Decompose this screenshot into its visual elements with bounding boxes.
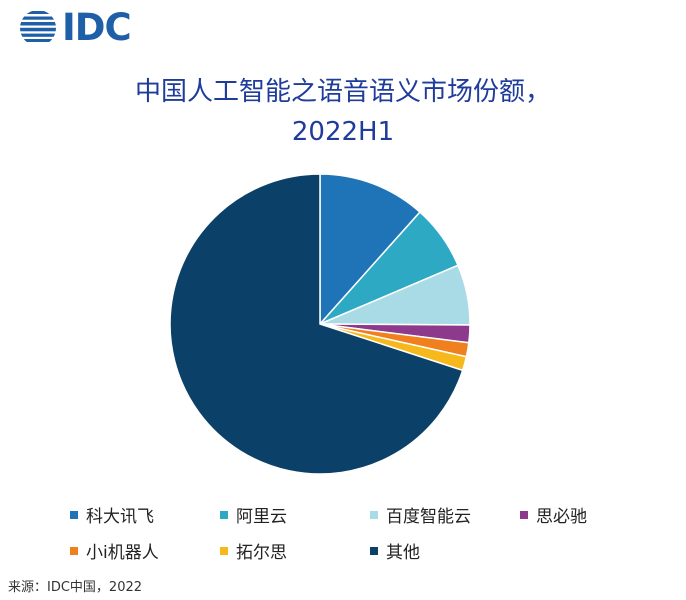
idc-logo: IDC <box>18 6 132 49</box>
pie-slice-6 <box>169 173 464 475</box>
legend-item-5: 拓尔思 <box>220 538 287 563</box>
legend-label-3: 思必驰 <box>536 507 587 527</box>
legend-item-0: 科大讯飞 <box>70 502 154 527</box>
legend-swatch-5 <box>220 546 228 555</box>
legend-swatch-1 <box>220 510 228 519</box>
legend-swatch-2 <box>370 510 378 519</box>
legend-item-2: 百度智能云 <box>370 502 471 527</box>
globe-icon <box>20 11 56 42</box>
legend-swatch-6 <box>370 546 378 555</box>
legend-label-5: 拓尔思 <box>236 543 287 563</box>
legend-item-6: 其他 <box>370 538 420 563</box>
legend-item-3: 思必驰 <box>520 502 587 527</box>
legend-label-4: 小i机器人 <box>86 543 159 563</box>
legend-item-4: 小i机器人 <box>70 538 159 563</box>
legend-label-0: 科大讯飞 <box>86 507 154 527</box>
chart-title-line2: 2022H1 <box>291 117 395 147</box>
logo-text: IDC <box>62 6 132 49</box>
legend-swatch-0 <box>70 510 78 519</box>
legend-label-2: 百度智能云 <box>386 507 471 527</box>
legend-item-1: 阿里云 <box>220 502 287 527</box>
legend-label-6: 其他 <box>386 543 420 563</box>
pie-slice-0 <box>319 173 421 326</box>
source-note: 来源：IDC中国，2022 <box>8 580 143 595</box>
legend-swatch-4 <box>70 546 78 555</box>
legend-swatch-3 <box>520 510 528 519</box>
legend-label-1: 阿里云 <box>236 507 287 527</box>
chart-title-line1: 中国人工智能之语音语义市场份额， <box>134 77 551 107</box>
